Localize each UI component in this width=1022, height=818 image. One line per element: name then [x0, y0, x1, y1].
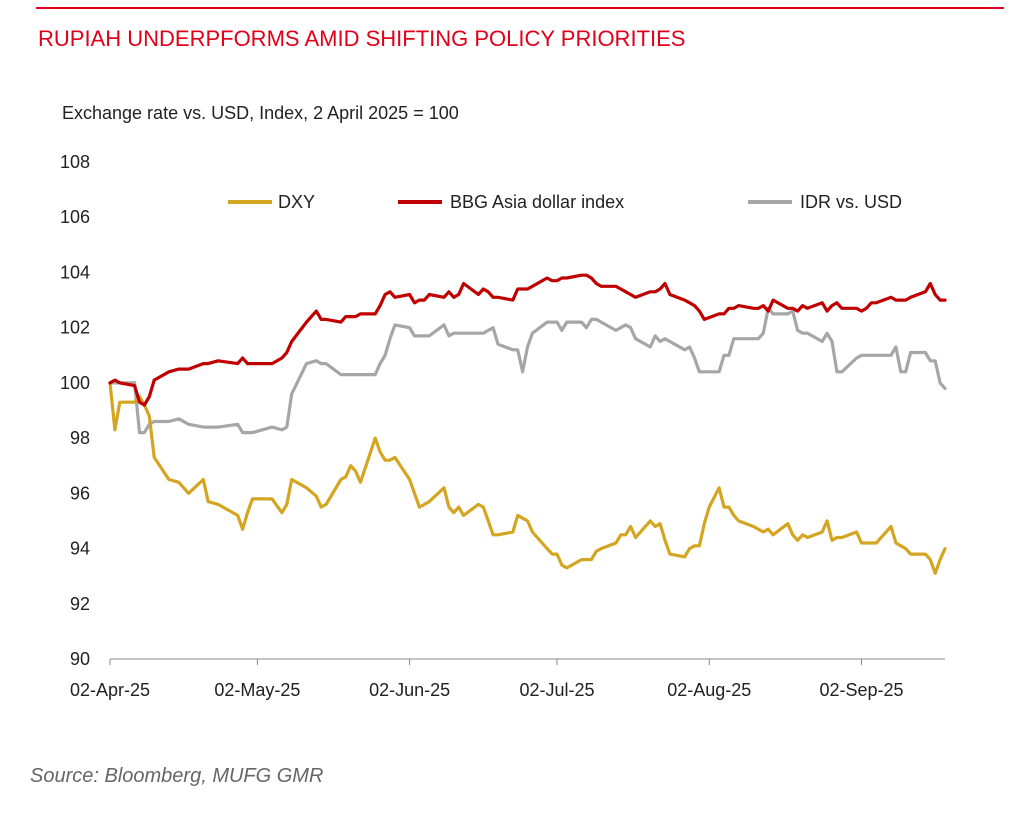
legend: DXY BBG Asia dollar index IDR vs. USD — [228, 192, 902, 212]
y-tick-label: 100 — [60, 373, 90, 393]
series-lines — [108, 273, 947, 575]
series-line-bbg-asia-dollar-index — [108, 273, 947, 407]
series-line-dxy — [108, 381, 947, 575]
y-tick-label: 106 — [60, 207, 90, 227]
x-tick-label: 02-May-25 — [214, 680, 300, 700]
y-tick-label: 96 — [70, 483, 90, 503]
series-line-idr-vs-usd — [108, 306, 947, 435]
x-tick-label: 02-Apr-25 — [70, 680, 150, 700]
chart-subtitle: Exchange rate vs. USD, Index, 2 April 20… — [62, 103, 459, 123]
y-tick-label: 104 — [60, 262, 90, 282]
legend-label-bbg-asia-dollar-index: BBG Asia dollar index — [450, 192, 624, 212]
x-tick-label: 02-Jul-25 — [519, 680, 594, 700]
top-rule — [36, 7, 1004, 9]
x-tick-label: 02-Sep-25 — [819, 680, 903, 700]
x-tick-label: 02-Jun-25 — [369, 680, 450, 700]
y-axis: 90 92 94 96 98 100 102 104 106 108 — [60, 152, 90, 669]
legend-label-idr-vs-usd: IDR vs. USD — [800, 192, 902, 212]
y-tick-label: 94 — [70, 539, 90, 559]
y-tick-label: 98 — [70, 428, 90, 448]
y-tick-label: 90 — [70, 649, 90, 669]
y-tick-label: 102 — [60, 318, 90, 338]
y-tick-label: 92 — [70, 594, 90, 614]
y-tick-label: 108 — [60, 152, 90, 172]
x-tick-label: 02-Aug-25 — [667, 680, 751, 700]
x-axis: 02-Apr-25 02-May-25 02-Jun-25 02-Jul-25 02-A… — [70, 658, 945, 700]
chart-title: RUPIAH UNDERPFORMS AMID SHIFTING POLICY … — [38, 26, 686, 51]
legend-label-dxy: DXY — [278, 192, 315, 212]
source-note: Source: Bloomberg, MUFG GMR — [30, 765, 324, 787]
